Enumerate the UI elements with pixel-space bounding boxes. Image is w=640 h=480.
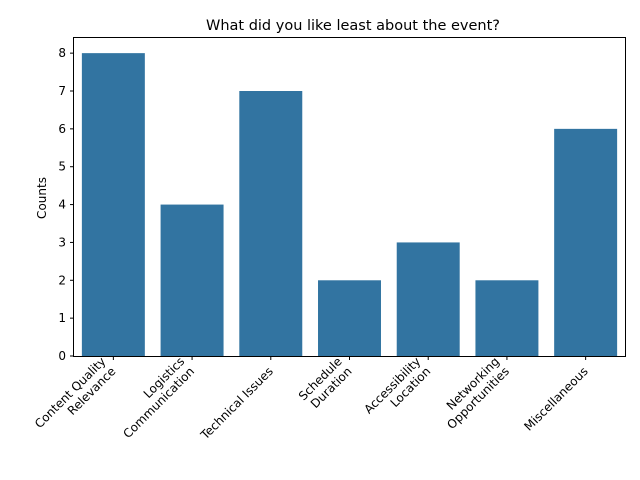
bar xyxy=(396,242,460,356)
x-tick-label: AccessibilityLocation xyxy=(361,354,433,426)
y-tick-label: 6 xyxy=(58,122,66,136)
bar xyxy=(475,280,539,356)
bar xyxy=(239,91,303,356)
bars-group xyxy=(81,53,618,357)
bar xyxy=(160,204,224,356)
bar xyxy=(554,128,618,356)
y-tick-label: 4 xyxy=(58,198,66,212)
bar xyxy=(81,53,145,357)
y-tick-label: 1 xyxy=(58,311,66,325)
x-tick-label: Technical Issues xyxy=(197,364,276,443)
bar xyxy=(318,280,381,356)
x-tick-label-line: Technical Issues xyxy=(197,364,276,443)
x-axis: Content QualityRelevance LogisticsCommuni… xyxy=(32,354,591,443)
x-tick-label: Miscellaneous xyxy=(521,364,590,433)
x-tick-label: ScheduleDuration xyxy=(296,354,355,413)
y-tick-label: 2 xyxy=(58,273,66,287)
x-tick-label: Content QualityRelevance xyxy=(32,354,119,441)
y-tick-label: 0 xyxy=(58,349,66,363)
y-axis: 0 1 2 3 4 5 6 7 8 xyxy=(58,46,74,363)
plot-frame xyxy=(73,37,626,357)
y-axis-label: Counts xyxy=(35,177,49,219)
x-tick-label-line: Miscellaneous xyxy=(521,364,590,433)
y-tick-label: 8 xyxy=(58,46,66,60)
chart-title: What did you like least about the event? xyxy=(206,18,500,34)
y-tick-label: 3 xyxy=(58,235,66,249)
x-tick-label: LogisticsCommunication xyxy=(111,354,198,441)
x-tick-label: NetworkingOpportunities xyxy=(434,354,512,432)
y-tick-label: 7 xyxy=(58,84,66,98)
y-tick-label: 5 xyxy=(58,160,66,174)
